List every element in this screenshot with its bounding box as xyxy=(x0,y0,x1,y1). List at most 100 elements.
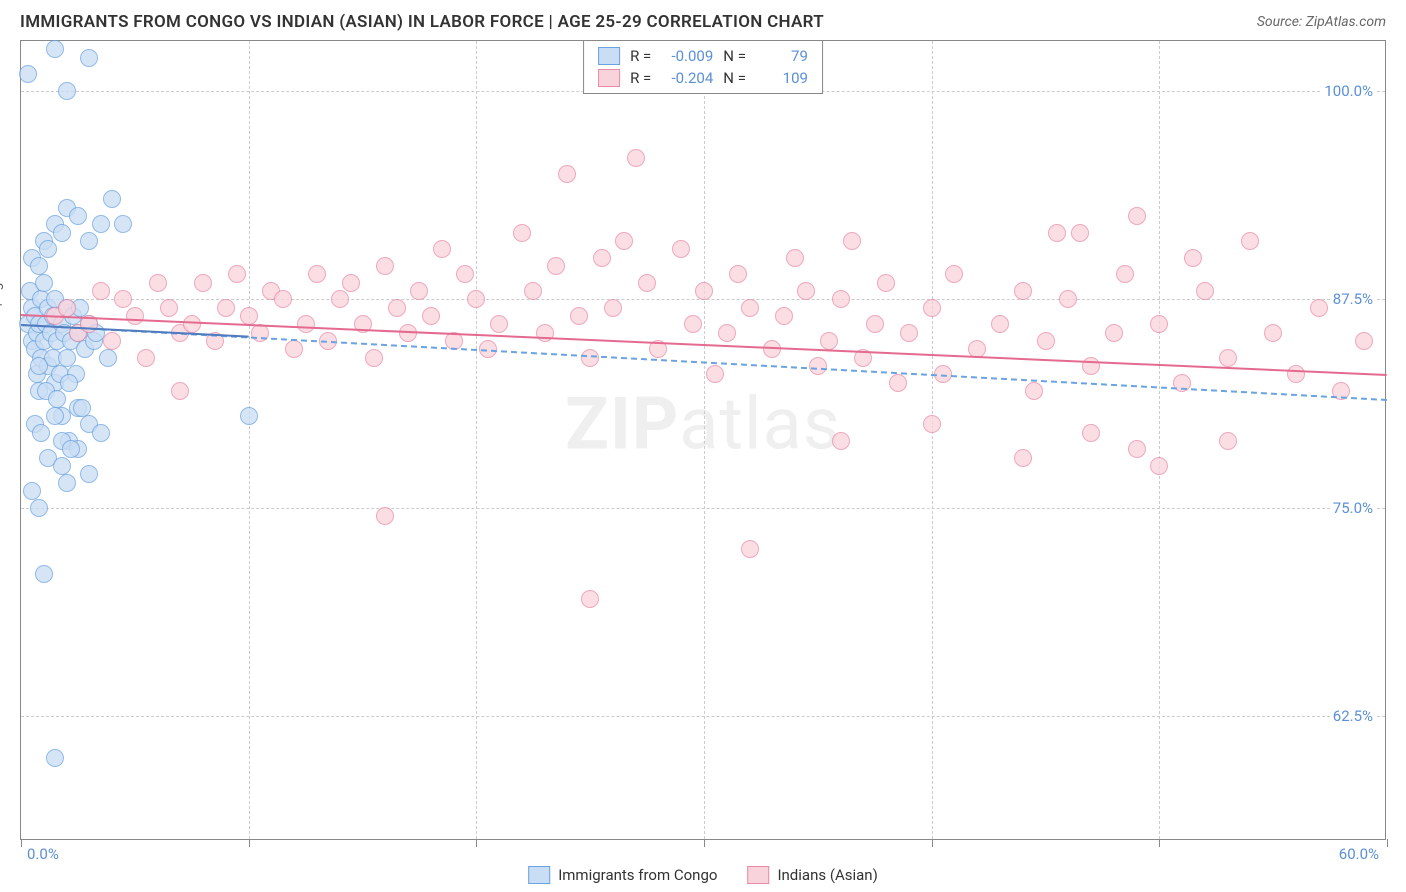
scatter-point xyxy=(103,332,121,350)
scatter-point xyxy=(46,749,64,767)
scatter-point xyxy=(433,240,451,258)
scatter-point xyxy=(39,240,57,258)
scatter-point xyxy=(46,40,64,58)
scatter-point xyxy=(490,315,508,333)
x-tick-mark xyxy=(932,839,933,847)
legend-bottom: Immigrants from CongoIndians (Asian) xyxy=(528,866,878,884)
scatter-point xyxy=(194,274,212,292)
scatter-point xyxy=(58,474,76,492)
scatter-point xyxy=(228,265,246,283)
scatter-point xyxy=(832,432,850,450)
scatter-point xyxy=(376,507,394,525)
scatter-point xyxy=(729,265,747,283)
y-axis-label: In Labor Force | Age 25-29 xyxy=(0,236,4,399)
scatter-point xyxy=(285,340,303,358)
scatter-point xyxy=(456,265,474,283)
chart-container: In Labor Force | Age 25-29 ZIPatlas 62.5… xyxy=(20,40,1386,840)
scatter-point xyxy=(46,407,64,425)
scatter-point xyxy=(183,315,201,333)
scatter-point xyxy=(604,299,622,317)
chart-title: IMMIGRANTS FROM CONGO VS INDIAN (ASIAN) … xyxy=(20,12,824,32)
scatter-point xyxy=(832,290,850,308)
scatter-point xyxy=(19,65,37,83)
scatter-point xyxy=(126,307,144,325)
x-tick-mark xyxy=(249,839,250,847)
n-label: N = xyxy=(723,69,746,87)
stats-row: R =-0.204N =109 xyxy=(584,67,822,89)
scatter-point xyxy=(513,224,531,242)
scatter-point xyxy=(1219,349,1237,367)
r-value: -0.204 xyxy=(661,69,713,87)
scatter-point xyxy=(30,357,48,375)
scatter-point xyxy=(775,307,793,325)
scatter-point xyxy=(48,390,66,408)
n-label: N = xyxy=(723,47,746,65)
scatter-point xyxy=(80,232,98,250)
stats-legend-box: R =-0.009N =79R =-0.204N =109 xyxy=(583,41,823,94)
n-value: 109 xyxy=(756,69,808,87)
scatter-point xyxy=(376,257,394,275)
scatter-point xyxy=(308,265,326,283)
scatter-point xyxy=(638,274,656,292)
gridline-v xyxy=(476,41,477,839)
scatter-point xyxy=(69,207,87,225)
scatter-point xyxy=(53,457,71,475)
gridline-h xyxy=(21,508,1385,509)
scatter-point xyxy=(365,349,383,367)
scatter-point xyxy=(1025,382,1043,400)
r-value: -0.009 xyxy=(661,47,713,65)
scatter-point xyxy=(103,190,121,208)
scatter-point xyxy=(1128,207,1146,225)
scatter-point xyxy=(92,282,110,300)
y-tick-label: 87.5% xyxy=(1331,290,1375,308)
scatter-point xyxy=(923,415,941,433)
legend-swatch xyxy=(747,866,769,884)
scatter-point xyxy=(422,307,440,325)
x-min-label: 0.0% xyxy=(27,845,59,863)
scatter-point xyxy=(58,349,76,367)
scatter-point xyxy=(1219,432,1237,450)
scatter-point xyxy=(114,290,132,308)
scatter-point xyxy=(331,290,349,308)
scatter-point xyxy=(945,265,963,283)
scatter-point xyxy=(1014,282,1032,300)
scatter-point xyxy=(809,357,827,375)
x-tick-mark xyxy=(1387,839,1388,847)
scatter-point xyxy=(797,282,815,300)
scatter-point xyxy=(1082,357,1100,375)
scatter-point xyxy=(240,407,258,425)
scatter-point xyxy=(1150,457,1168,475)
scatter-point xyxy=(581,349,599,367)
n-value: 79 xyxy=(756,47,808,65)
x-tick-mark xyxy=(476,839,477,847)
scatter-point xyxy=(1037,332,1055,350)
scatter-point xyxy=(763,340,781,358)
scatter-point xyxy=(62,440,80,458)
gridline-v xyxy=(932,41,933,839)
stats-row: R =-0.009N =79 xyxy=(584,45,822,67)
scatter-point xyxy=(786,249,804,267)
scatter-point xyxy=(741,299,759,317)
scatter-point xyxy=(889,374,907,392)
scatter-point xyxy=(92,424,110,442)
y-tick-label: 62.5% xyxy=(1331,707,1375,725)
scatter-point xyxy=(923,299,941,317)
scatter-point xyxy=(1264,324,1282,342)
series-swatch xyxy=(598,69,620,87)
gridline-h xyxy=(21,716,1385,717)
scatter-point xyxy=(160,299,178,317)
x-tick-mark xyxy=(1159,839,1160,847)
scatter-point xyxy=(30,257,48,275)
scatter-point xyxy=(741,540,759,558)
scatter-point xyxy=(1082,424,1100,442)
series-swatch xyxy=(598,47,620,65)
plot-area: 62.5%75.0%87.5%100.0% xyxy=(21,41,1385,839)
scatter-point xyxy=(706,365,724,383)
legend-label: Indians (Asian) xyxy=(777,866,877,884)
scatter-point xyxy=(410,282,428,300)
scatter-point xyxy=(1287,365,1305,383)
scatter-point xyxy=(900,324,918,342)
scatter-point xyxy=(23,482,41,500)
scatter-point xyxy=(30,499,48,517)
scatter-point xyxy=(820,332,838,350)
